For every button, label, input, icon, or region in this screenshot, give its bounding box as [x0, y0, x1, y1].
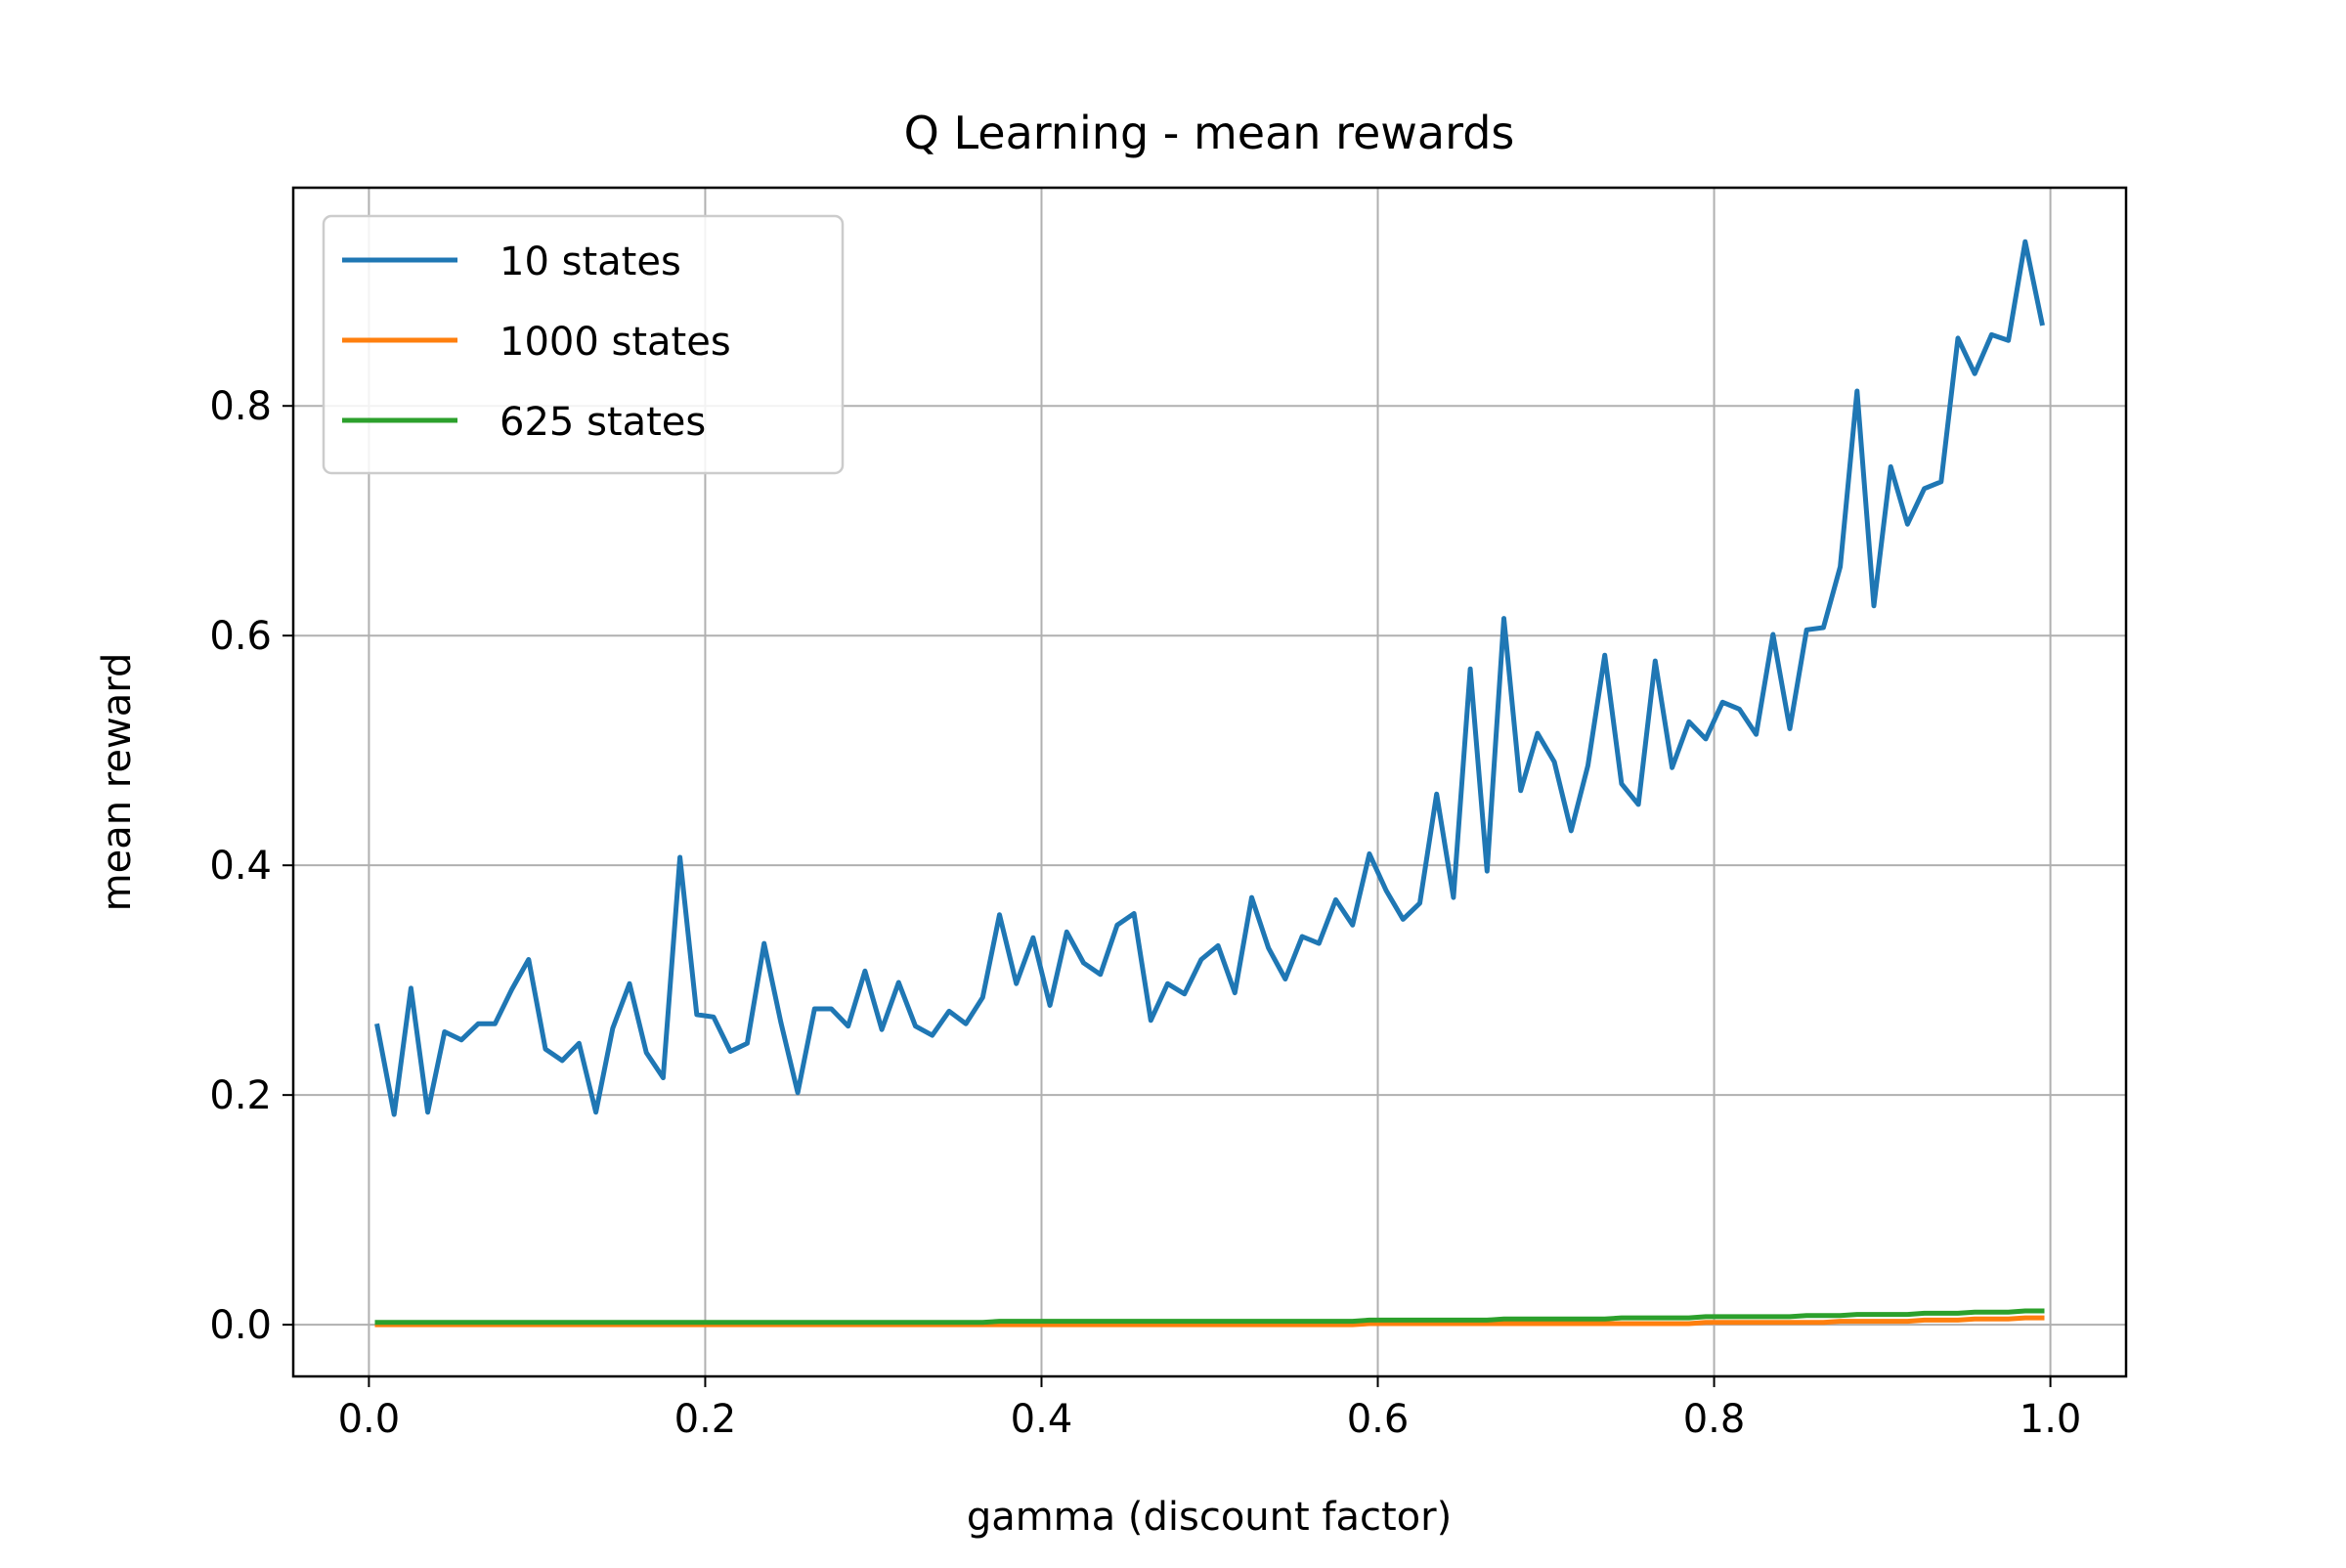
series-line-625-states: [374, 1308, 2045, 1326]
y-axis-label: mean reward: [95, 653, 140, 912]
legend-label-1000-states: 1000 states: [500, 320, 731, 365]
series-line-10-states: [374, 239, 2045, 1117]
y-tick-label: 0.0: [209, 1303, 272, 1348]
y-tick-label: 0.6: [209, 614, 272, 659]
y-tick-label: 0.2: [209, 1073, 272, 1118]
legend-box: [322, 214, 845, 475]
x-axis-label: gamma (discount factor): [967, 1495, 1452, 1540]
y-tick-label: 0.8: [209, 384, 272, 429]
x-tick-label: 1.0: [2020, 1397, 2082, 1442]
legend: 10 states 1000 states 625 states: [322, 214, 845, 475]
x-tick-label: 0.2: [674, 1397, 737, 1442]
series-lines: [374, 239, 2045, 1328]
legend-label-10-states: 10 states: [500, 240, 681, 284]
chart-title: Q Learning - mean rewards: [904, 107, 1515, 159]
x-tick-label: 0.8: [1683, 1397, 1746, 1442]
y-tick-label: 0.4: [209, 844, 272, 889]
x-tick-label: 0.0: [338, 1397, 401, 1442]
plot-frame: [291, 186, 2128, 1378]
x-tick-label: 0.4: [1011, 1397, 1073, 1442]
axis-ticks: 0.0 0.2 0.4 0.6 0.8 1.0 0.0 0.2 0.4 0.6 0.8: [209, 384, 2081, 1442]
x-tick-label: 0.6: [1347, 1397, 1410, 1442]
legend-label-625-states: 625 states: [500, 400, 706, 445]
